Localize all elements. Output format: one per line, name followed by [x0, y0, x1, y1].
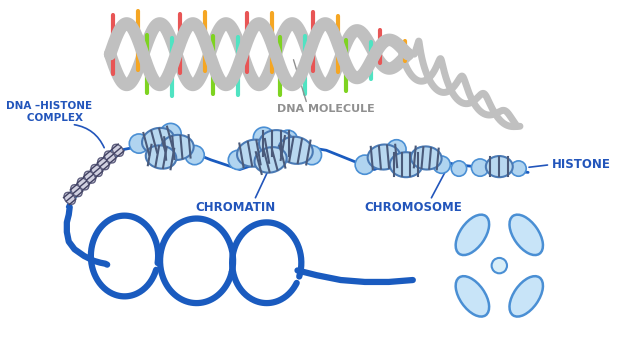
Ellipse shape — [104, 151, 116, 163]
Ellipse shape — [185, 146, 204, 165]
Ellipse shape — [254, 127, 275, 149]
Ellipse shape — [303, 146, 322, 165]
Ellipse shape — [511, 161, 526, 176]
Ellipse shape — [237, 139, 272, 167]
Ellipse shape — [390, 152, 422, 177]
Ellipse shape — [471, 159, 489, 176]
Ellipse shape — [83, 176, 91, 184]
Ellipse shape — [161, 135, 193, 160]
Text: CHROMOSOME: CHROMOSOME — [364, 201, 462, 214]
Text: HISTONE: HISTONE — [552, 158, 611, 171]
Ellipse shape — [76, 183, 84, 191]
Ellipse shape — [142, 128, 174, 154]
Ellipse shape — [278, 130, 298, 149]
Ellipse shape — [69, 191, 78, 198]
Ellipse shape — [492, 258, 507, 273]
Text: DNA MOLECULE: DNA MOLECULE — [277, 104, 375, 114]
Ellipse shape — [78, 178, 89, 190]
Ellipse shape — [98, 158, 109, 170]
Ellipse shape — [90, 170, 97, 177]
Ellipse shape — [411, 146, 441, 170]
Ellipse shape — [259, 130, 294, 157]
Ellipse shape — [387, 140, 406, 159]
Ellipse shape — [91, 165, 102, 177]
Ellipse shape — [368, 145, 401, 170]
Ellipse shape — [486, 156, 513, 177]
Ellipse shape — [97, 163, 104, 170]
Ellipse shape — [355, 155, 374, 174]
Ellipse shape — [104, 156, 111, 164]
Ellipse shape — [130, 134, 149, 153]
Text: DNA –HISTONE
   COMPLEX: DNA –HISTONE COMPLEX — [6, 101, 92, 123]
Text: CHROMATIN: CHROMATIN — [195, 201, 275, 214]
Ellipse shape — [146, 145, 176, 169]
Ellipse shape — [510, 276, 543, 317]
Ellipse shape — [112, 144, 123, 156]
Ellipse shape — [84, 171, 95, 183]
Ellipse shape — [456, 215, 489, 255]
Ellipse shape — [71, 185, 82, 197]
Ellipse shape — [228, 150, 247, 170]
Ellipse shape — [456, 276, 489, 317]
Ellipse shape — [110, 149, 118, 157]
Ellipse shape — [278, 137, 312, 164]
Ellipse shape — [254, 147, 286, 173]
Ellipse shape — [64, 192, 76, 204]
Ellipse shape — [433, 156, 450, 173]
Ellipse shape — [510, 215, 543, 255]
Ellipse shape — [451, 161, 467, 176]
Ellipse shape — [160, 123, 181, 145]
